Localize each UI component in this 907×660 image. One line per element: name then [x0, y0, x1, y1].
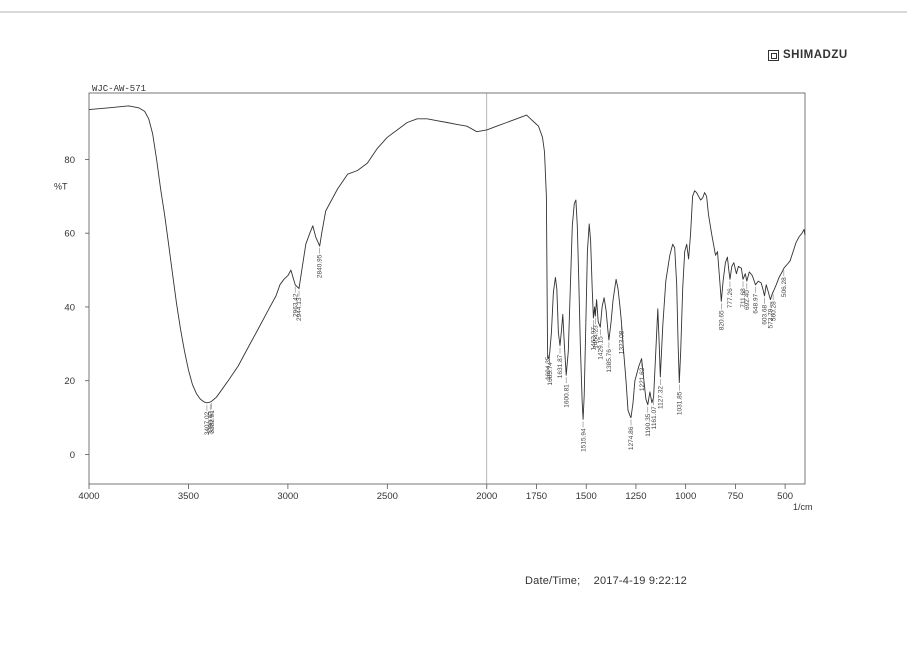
peak-label: 1031.85: [677, 391, 684, 415]
peak-label: 1127.32: [658, 386, 665, 409]
x-tick-label: 1250: [625, 491, 646, 502]
peak-label: 1161.07: [651, 406, 658, 429]
peak-label: 573.79: [768, 308, 775, 328]
x-axis-label: 1/cm: [793, 502, 813, 512]
datetime: Date/Time; 2017-4-19 9:22:12: [525, 575, 687, 587]
peak-label: 1221.62: [639, 367, 646, 391]
peak-label: 1454.23: [593, 325, 600, 349]
peak-label: 3382.91: [209, 410, 216, 434]
peak-label: 2944.13: [296, 297, 303, 321]
datetime-label: Date/Time;: [525, 575, 581, 587]
shimadzu-mark-icon: [768, 49, 779, 61]
y-tick-label: 0: [70, 450, 75, 461]
peak-label: 506.28: [781, 277, 788, 297]
peak-label: 777.26: [727, 288, 734, 308]
y-axis-label: %T: [54, 181, 68, 191]
y-tick-label: 40: [64, 302, 75, 313]
peak-label: 692.40: [744, 290, 751, 310]
plot-frame: [88, 92, 806, 485]
x-tick-label: 1500: [576, 491, 597, 502]
peak-label: 1515.94: [580, 428, 587, 452]
peak-label: 1600.81: [563, 384, 570, 408]
spectrum-line: [88, 105, 806, 420]
peak-label: 820.65: [719, 310, 726, 330]
x-tick-label: 4000: [78, 491, 99, 502]
peak-label: 1694.35: [545, 356, 552, 380]
x-tick-label: 2500: [377, 491, 398, 502]
datetime-value: 2017-4-19 9:22:12: [593, 575, 687, 587]
y-tick-label: 20: [64, 376, 75, 387]
x-tick-label: 1750: [526, 491, 547, 502]
x-axis: 4000 3500 3000 2500 2000 1750 1500 1250 1000 750 5…: [78, 484, 793, 502]
peak-label: 1274.86: [628, 426, 635, 450]
peak-label: 1190.35: [645, 413, 652, 436]
x-tick-label: 3500: [178, 491, 199, 502]
brand-name: SHIMADZU: [783, 49, 848, 61]
peak-label: 648.97: [753, 293, 760, 313]
y-tick-label: 80: [64, 155, 75, 166]
x-tick-label: 750: [727, 491, 743, 502]
scan-edge: [0, 11, 907, 13]
peak-label: 711.68: [740, 288, 747, 308]
peak-label: 1323.08: [619, 330, 626, 354]
x-tick-label: 500: [777, 491, 793, 502]
plot-border: [88, 92, 806, 485]
peak-label: 603.68: [762, 305, 769, 325]
series-group: [88, 105, 806, 420]
peak-label: 1463.97: [591, 327, 598, 351]
peak-label: 3390.63: [207, 411, 214, 435]
peak-label: 1429.15: [598, 336, 605, 360]
peak-label: 2840.95: [317, 254, 324, 278]
x-tick-label: 3000: [277, 491, 298, 502]
x-tick-label: 1000: [675, 491, 696, 502]
sample-id: WJC-AW-571: [92, 84, 147, 94]
peak-label: 1683.74: [547, 362, 554, 386]
peak-label: 1631.87: [557, 354, 564, 378]
peak-label: 2963.42: [292, 293, 299, 317]
peak-label: 1385.76: [606, 349, 613, 373]
y-tick-label: 60: [64, 229, 75, 240]
shimadzu-logo: SHIMADZU: [768, 49, 848, 61]
x-tick-label: 2000: [476, 491, 497, 502]
peak-label: 3407.02: [204, 411, 211, 435]
peak-label: 560.28: [770, 301, 777, 321]
y-axis: 0 20 40 60 80: [64, 155, 89, 461]
